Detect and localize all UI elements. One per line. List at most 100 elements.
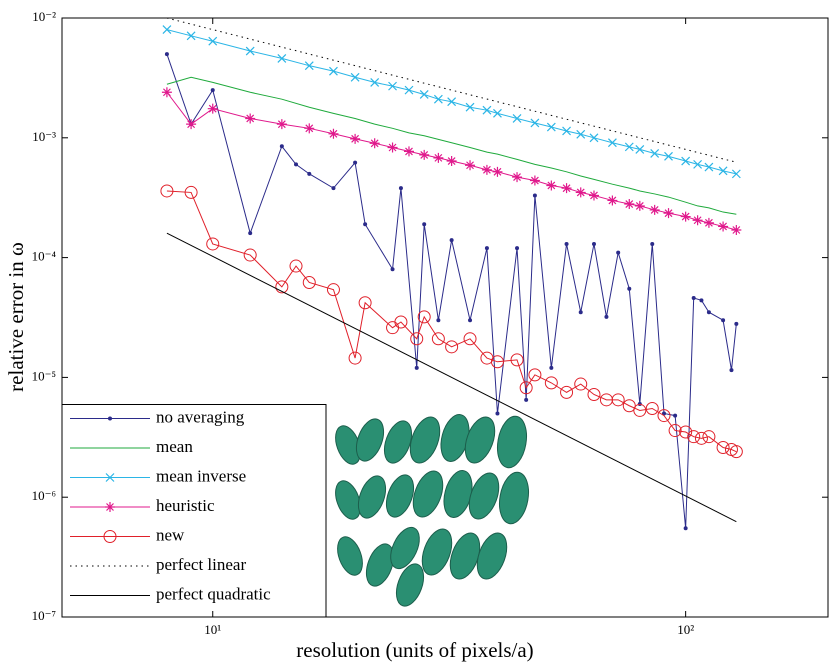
plot <box>160 17 743 531</box>
series-line <box>166 76 737 215</box>
point <box>731 169 741 179</box>
ellipsoid <box>365 543 395 587</box>
ellipsoid <box>395 563 425 607</box>
point <box>649 204 660 215</box>
point <box>624 199 635 210</box>
legend-label: perfect quadratic <box>156 584 271 603</box>
y-tick-label: 10⁻⁵ <box>32 368 56 383</box>
point <box>699 298 704 303</box>
point <box>576 129 586 139</box>
point <box>446 156 457 167</box>
point <box>546 180 557 191</box>
point <box>729 445 743 459</box>
point <box>445 340 459 354</box>
point <box>634 200 645 211</box>
point <box>587 387 601 401</box>
point <box>210 88 215 93</box>
ellipsoid <box>337 536 363 576</box>
ellipsoid <box>476 532 508 580</box>
point <box>578 310 583 315</box>
point <box>348 351 362 365</box>
point <box>465 102 475 112</box>
ellipsoid <box>496 415 528 469</box>
point <box>706 310 711 315</box>
ellipsoid <box>464 416 496 464</box>
point <box>604 314 609 319</box>
point <box>245 46 255 56</box>
point <box>560 385 574 399</box>
point <box>468 318 473 323</box>
point <box>105 502 115 512</box>
point <box>645 402 659 416</box>
point <box>436 318 441 323</box>
point <box>414 365 419 370</box>
point <box>161 87 172 98</box>
point <box>663 208 674 219</box>
y-tick-label: 10⁻² <box>32 9 56 24</box>
point <box>186 31 196 41</box>
point <box>481 164 492 175</box>
point <box>510 353 524 367</box>
ellipsoid <box>498 471 530 525</box>
point <box>492 166 503 177</box>
point <box>370 77 380 87</box>
point <box>524 397 529 402</box>
point <box>350 133 361 144</box>
point <box>482 105 492 115</box>
point <box>693 159 703 169</box>
point <box>562 126 571 136</box>
point <box>549 365 554 370</box>
point <box>679 425 693 439</box>
point <box>512 172 523 183</box>
point <box>611 393 625 407</box>
point <box>329 66 338 76</box>
point <box>532 193 537 198</box>
y-tick-label: 10⁻⁶ <box>32 488 56 503</box>
point <box>650 241 655 246</box>
point <box>465 160 476 171</box>
point <box>245 113 256 124</box>
point <box>703 217 714 228</box>
point <box>105 473 115 482</box>
point <box>186 119 197 130</box>
point <box>657 409 671 423</box>
legend-label: new <box>156 525 185 544</box>
axes-frame <box>61 17 829 618</box>
point <box>622 399 636 413</box>
point <box>404 85 414 95</box>
point <box>363 222 368 227</box>
point <box>691 296 696 301</box>
point <box>692 215 703 226</box>
point <box>681 156 691 166</box>
point <box>588 190 599 201</box>
point <box>350 72 360 82</box>
point <box>289 259 303 273</box>
legend-box <box>61 404 327 618</box>
point <box>627 286 632 291</box>
point <box>449 238 454 243</box>
point <box>544 376 558 390</box>
point <box>575 187 586 198</box>
point <box>673 413 678 418</box>
legend: no averaging mean mean inverse heuristic new… <box>61 404 327 618</box>
point <box>403 146 414 157</box>
point <box>328 128 339 139</box>
x-tick-label: 10² <box>677 622 694 637</box>
ellipsoid <box>355 418 385 462</box>
point <box>162 25 172 35</box>
point <box>484 246 489 251</box>
point <box>729 368 734 373</box>
point <box>650 149 660 158</box>
point <box>394 315 408 329</box>
point <box>390 267 395 272</box>
point <box>248 231 253 236</box>
ellipsoid <box>409 416 441 464</box>
legend-label: perfect linear <box>156 555 246 574</box>
point <box>680 211 691 222</box>
point <box>326 283 340 297</box>
point <box>410 332 424 346</box>
ellipsoid <box>412 470 444 518</box>
ellipsoid <box>390 526 420 570</box>
point <box>574 377 588 391</box>
